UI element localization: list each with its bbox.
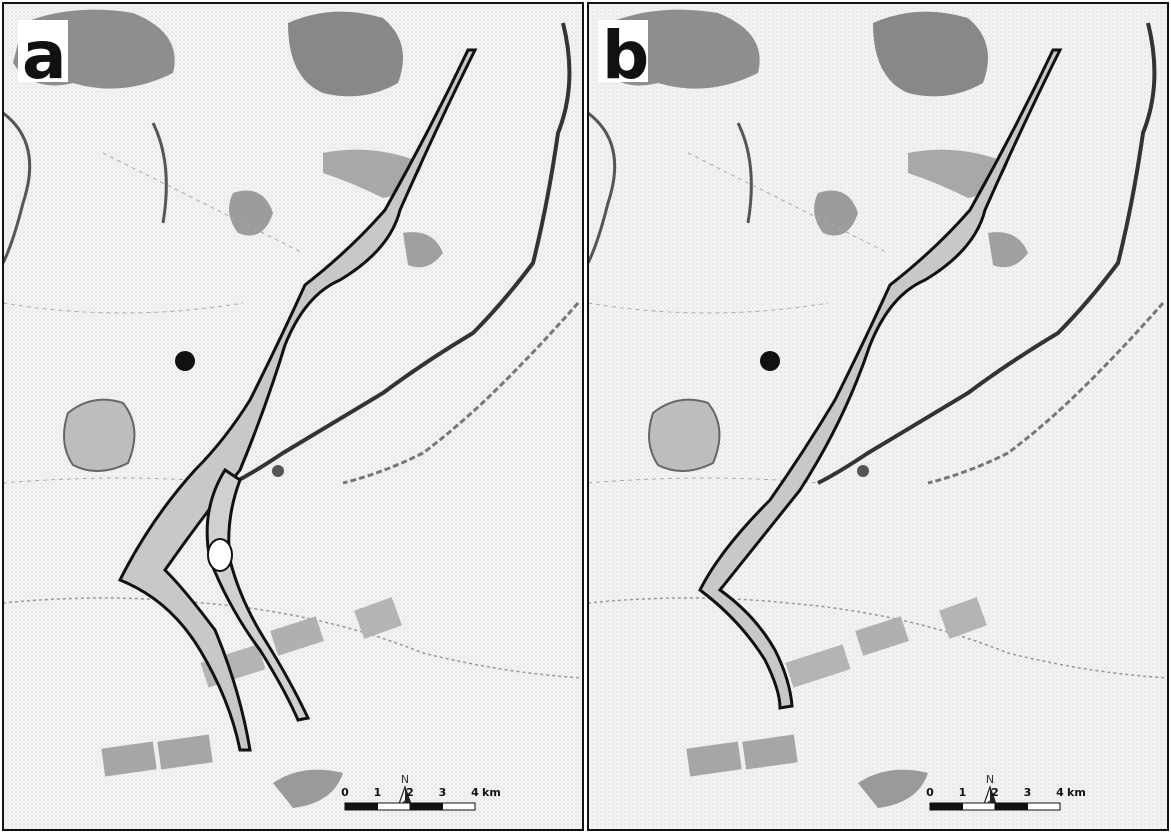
scale-segment (1028, 803, 1061, 810)
scale-segment (963, 803, 996, 810)
scale-tick-label: 4 (471, 786, 479, 799)
page: a N01234km b N01234km (() => { const dat… (0, 0, 1171, 834)
scale-tick-label: 1 (959, 786, 967, 799)
scale-segment (930, 803, 963, 810)
basin (208, 539, 232, 571)
scale-tick-label: 4 (1056, 786, 1064, 799)
scale-tick-label: 2 (406, 786, 414, 799)
scale-unit: km (1067, 786, 1086, 799)
scale-tick-label: 3 (439, 786, 447, 799)
scale-unit: km (482, 786, 501, 799)
scale-segment (410, 803, 443, 810)
scale-tick-label: 3 (1024, 786, 1032, 799)
panel-label: a (22, 17, 67, 94)
scale-tick-label: 0 (341, 786, 349, 799)
figure: a N01234km b N01234km (0, 0, 1171, 834)
scale-segment (995, 803, 1028, 810)
scale-segment (345, 803, 378, 810)
scale-segment (443, 803, 476, 810)
north-label: N (401, 773, 409, 786)
scale-tick-label: 0 (926, 786, 934, 799)
scale-segment (378, 803, 411, 810)
scale-tick-label: 1 (374, 786, 382, 799)
scale-tick-label: 2 (991, 786, 999, 799)
north-label: N (986, 773, 994, 786)
basemap (588, 3, 1168, 830)
panel-label: b (602, 17, 649, 94)
